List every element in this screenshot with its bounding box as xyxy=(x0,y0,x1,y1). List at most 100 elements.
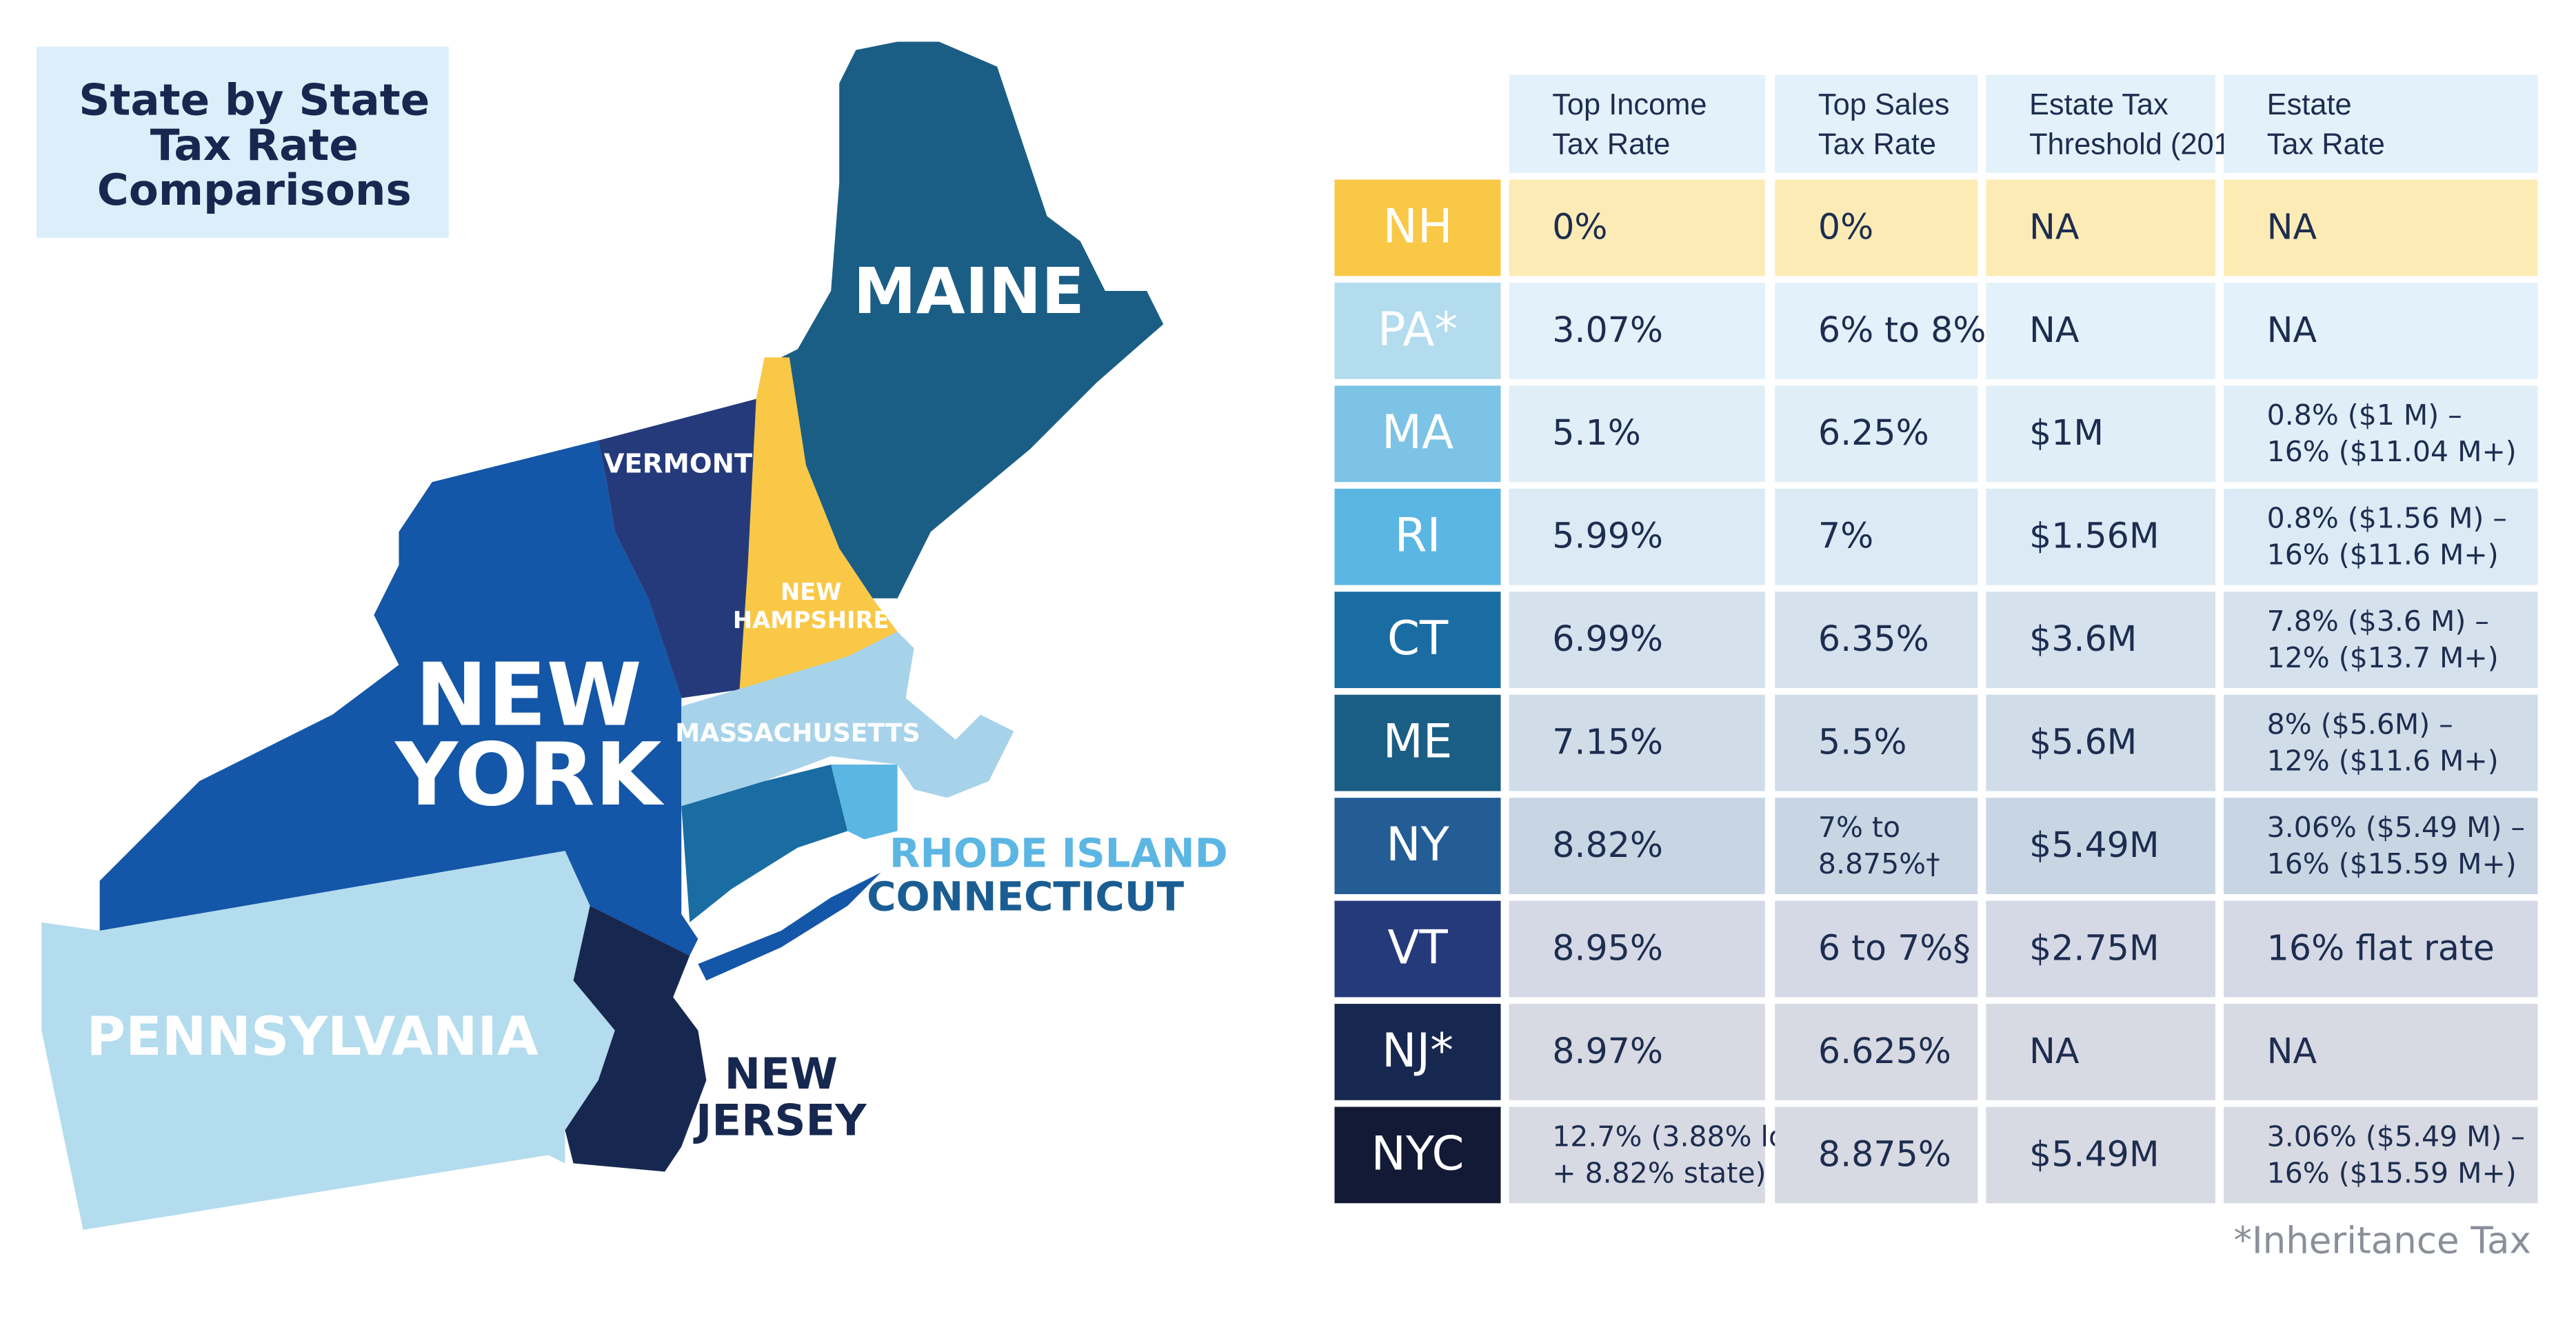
maine-shape xyxy=(781,41,1164,598)
tax-table: Top Income Tax Rate Top Sales Tax Rate Estat… xyxy=(1334,74,2538,1204)
cell-text: 12% ($11.6 M+) xyxy=(2267,745,2499,778)
new-york-shape xyxy=(99,440,698,956)
table-cell xyxy=(1775,900,1978,998)
cell-text: 8.97% xyxy=(1552,1031,1663,1071)
table-cell xyxy=(1775,1004,1978,1100)
cell-text: 16% ($15.59 M+) xyxy=(2267,847,2517,880)
table-cell xyxy=(2224,592,2538,689)
state-cell xyxy=(1334,1107,1501,1204)
table-cell xyxy=(1509,694,1765,791)
table-cell xyxy=(1986,694,2215,791)
cell-text: $5.6M xyxy=(2029,722,2137,763)
map-label: HAMPSHIRE xyxy=(733,607,889,634)
table-cell xyxy=(1775,798,1978,894)
state-label: NJ* xyxy=(1382,1023,1453,1078)
map-label: NEW xyxy=(415,645,642,746)
state-cell xyxy=(1334,385,1501,483)
table-cell xyxy=(2224,179,2538,276)
cell-text: 5.1% xyxy=(1552,412,1641,453)
table-cell xyxy=(2224,694,2538,791)
cell-text: 8.82% xyxy=(1552,825,1663,865)
cell-text: $5.49M xyxy=(2029,1133,2160,1174)
cell-text: 6% to 8%‡ xyxy=(1818,310,2004,350)
cell-text: 16% ($11.6 M+) xyxy=(2267,538,2499,572)
header-text: Estate Tax xyxy=(2029,88,2169,121)
state-label: ME xyxy=(1383,714,1453,769)
cell-text: 8.875%† xyxy=(1818,847,1940,880)
cell-text: 3.06% ($5.49 M) – xyxy=(2267,811,2525,844)
cell-text: $1M xyxy=(2029,412,2104,453)
table-cell xyxy=(1509,900,1765,998)
cell-text: NA xyxy=(2267,310,2317,350)
table-cell xyxy=(1775,694,1978,791)
cell-text: 6 to 7%§ xyxy=(1818,927,1971,968)
state-label: NH xyxy=(1382,199,1452,253)
state-label: NYC xyxy=(1371,1126,1464,1180)
cell-text: NA xyxy=(2029,206,2080,247)
header-cell xyxy=(1775,74,1978,173)
cell-text: 16% ($15.59 M+) xyxy=(2267,1156,2517,1189)
table-cell xyxy=(1986,488,2215,585)
table-cell xyxy=(1986,798,2215,894)
footnote: *Inheritance Tax xyxy=(2233,1220,2530,1262)
cell-text: 5.5% xyxy=(1818,722,1907,763)
state-label: MA xyxy=(1382,405,1453,459)
cell-text: $3.6M xyxy=(2029,618,2137,659)
map-label: CONNECTICUT xyxy=(867,873,1185,920)
title-background xyxy=(37,46,449,238)
table-cell xyxy=(2224,1004,2538,1100)
table-cell xyxy=(1509,592,1765,689)
table-cell xyxy=(1986,1107,2215,1204)
state-cell xyxy=(1334,900,1501,998)
table-cell xyxy=(1775,385,1978,483)
table-cell xyxy=(1986,1004,2215,1100)
new-hampshire-shape xyxy=(739,357,898,690)
rhode-island-shape xyxy=(831,764,898,840)
table-cell xyxy=(1509,282,1765,379)
cell-text: + 8.82% state) xyxy=(1552,1156,1766,1189)
state-cell xyxy=(1334,592,1501,689)
table-cell xyxy=(1775,179,1978,276)
state-cell xyxy=(1334,694,1501,791)
state-cell xyxy=(1334,798,1501,894)
state-cell xyxy=(1334,488,1501,585)
cell-text: 0.8% ($1 M) – xyxy=(2267,398,2462,432)
cell-text: NA xyxy=(2029,1031,2080,1071)
table-cell xyxy=(2224,1107,2538,1204)
state-label: CT xyxy=(1387,611,1449,665)
cell-text: 8% ($5.6M) – xyxy=(2267,708,2453,741)
map-label: VERMONT xyxy=(604,449,753,480)
title-line: Comparisons xyxy=(97,165,412,215)
table-cell xyxy=(2224,798,2538,894)
table-cell xyxy=(1986,385,2215,483)
table-cell xyxy=(1509,798,1765,894)
cell-text: NA xyxy=(2267,206,2317,247)
table-cell xyxy=(1509,385,1765,483)
cell-text: 6.35% xyxy=(1818,618,1929,659)
cell-text: 3.07% xyxy=(1552,310,1663,350)
cell-text: 7.8% ($3.6 M) – xyxy=(2267,605,2489,638)
state-label: NY xyxy=(1386,817,1449,871)
header-text: Top Sales xyxy=(1818,88,1950,121)
header-text: Tax Rate xyxy=(1818,128,1936,161)
cell-text: 7.15% xyxy=(1552,722,1663,763)
header-text: Estate xyxy=(2267,88,2352,121)
map-label: JERSEY xyxy=(693,1095,867,1146)
table-cell xyxy=(1509,179,1765,276)
cell-text: 0% xyxy=(1552,206,1607,247)
cell-text: 8.95% xyxy=(1552,927,1663,968)
header-cell xyxy=(1509,74,1765,173)
map-label: RHODE ISLAND xyxy=(889,830,1228,877)
vermont-shape xyxy=(598,398,756,698)
table-cell xyxy=(1775,592,1978,689)
state-label: PA* xyxy=(1378,302,1458,356)
title-box: State by State Tax Rate Comparisons xyxy=(37,46,449,238)
cell-text: 12% ($13.7 M+) xyxy=(2267,641,2499,674)
header-text: Threshold (2019) xyxy=(2029,128,2257,161)
long-island-shape xyxy=(698,872,881,981)
header-cell xyxy=(2224,74,2538,173)
cell-text: $2.75M xyxy=(2029,927,2160,968)
table-cell xyxy=(1775,488,1978,585)
